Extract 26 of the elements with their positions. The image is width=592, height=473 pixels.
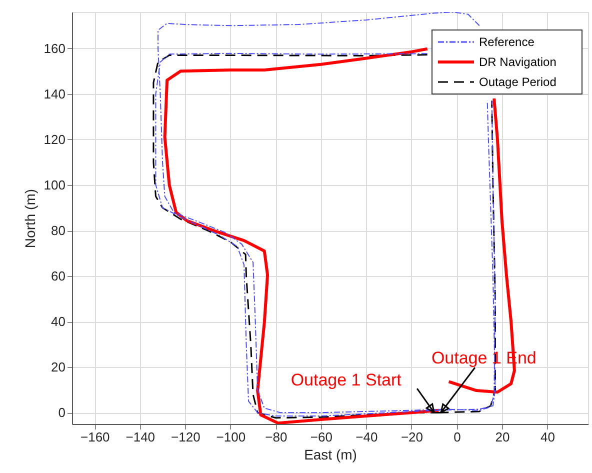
y-tick-label: 0	[58, 405, 66, 420]
x-tick-label: −100	[216, 430, 246, 444]
x-tick-label: 40	[540, 430, 555, 444]
y-tick-label: 20	[51, 360, 66, 375]
annotation: Outage 1 Start	[290, 370, 402, 390]
y-tick-label: 140	[44, 86, 66, 102]
legend-label: Outage Period	[479, 75, 556, 89]
x-tick-label: −60	[310, 430, 332, 444]
x-tick-label: 0	[454, 430, 461, 444]
x-tick-label: −160	[80, 430, 110, 444]
y-tick-label: 80	[51, 223, 66, 238]
y-tick-label: 100	[44, 177, 66, 192]
x-tick-label: 20	[495, 430, 510, 444]
x-tick-label: −120	[171, 430, 200, 444]
legend-label: Reference	[479, 35, 535, 49]
y-tick-label: 120	[44, 132, 66, 147]
x-tick-label: −140	[126, 430, 156, 444]
y-axis-title: North (m)	[22, 188, 38, 248]
x-tick-label: −20	[400, 430, 424, 444]
y-tick-label: 160	[44, 40, 66, 56]
x-axis-title: East (m)	[304, 446, 357, 462]
legend-label: DR Navigation	[479, 55, 556, 69]
x-tick-label: −80	[265, 430, 288, 444]
y-tick-label: 40	[51, 314, 66, 330]
y-tick-label: 60	[51, 268, 66, 284]
x-tick-label: −40	[356, 430, 378, 444]
